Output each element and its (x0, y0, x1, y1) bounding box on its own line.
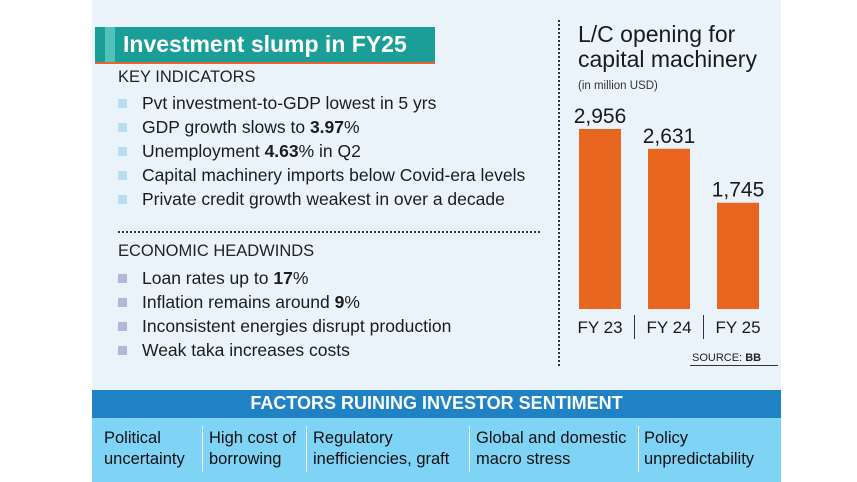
factor-separator (469, 426, 470, 472)
chart-title: L/C opening for capital machinery (578, 22, 757, 72)
factor-regulatory: Regulatory inefficiencies, graft (313, 429, 450, 468)
bar-fy-23 (579, 129, 621, 309)
factor-separator (306, 426, 307, 472)
bar-value-label: 2,956 (574, 105, 627, 128)
factors-header: FACTORS RUINING INVESTOR SENTIMENT (92, 390, 781, 418)
factor-macro-stress: Global and domestic macro stress (476, 429, 627, 468)
column-divider (558, 20, 560, 366)
bar-fy-25 (717, 202, 759, 309)
factor-borrowing-cost: High cost of borrowing (209, 429, 297, 468)
key-indicator-item: GDP growth slows to 3.97% (118, 115, 525, 139)
bullet-icon (118, 322, 127, 331)
key-indicator-item: Pvt investment-to-GDP lowest in 5 yrs (118, 91, 525, 115)
x-tick-label: FY 25 (715, 318, 760, 337)
bullet-icon (118, 195, 127, 204)
bar-chart: 2,956 FY 23 2,631 FY 24 1,745 FY 25 (574, 105, 765, 339)
title-accent (105, 27, 115, 63)
chart-title-line: capital machinery (578, 46, 757, 72)
bullet-icon (118, 298, 127, 307)
page-title: Investment slump in FY25 (123, 31, 407, 57)
bullet-icon (118, 346, 127, 355)
source-note: SOURCE: BB (692, 352, 762, 364)
chart-unit-label: (in million USD) (578, 80, 658, 92)
headwinds-heading: ECONOMIC HEADWINDS (118, 242, 315, 260)
factor-policy: Policy unpredictability (644, 429, 755, 468)
x-tick-label: FY 23 (577, 318, 622, 337)
title-banner: Investment slump in FY25 (95, 27, 435, 63)
bullet-icon (118, 99, 127, 108)
section-divider (118, 231, 540, 233)
source-underline (690, 365, 778, 366)
bullet-icon (118, 171, 127, 180)
bullet-icon (118, 147, 127, 156)
headwind-item: Inflation remains around 9% (118, 290, 451, 314)
bar-fy-24 (648, 148, 690, 309)
headwind-item: Loan rates up to 17% (118, 266, 451, 290)
bar-value-label: 2,631 (643, 125, 696, 148)
factor-separator (638, 426, 639, 472)
title-underline (95, 62, 435, 64)
bullet-icon (118, 274, 127, 283)
key-indicators-heading: KEY INDICATORS (118, 68, 256, 86)
factor-political: Political uncertainty (104, 429, 185, 468)
factors-title: FACTORS RUINING INVESTOR SENTIMENT (250, 393, 623, 413)
key-indicator-item: Capital machinery imports below Covid-er… (118, 163, 525, 187)
headwinds-list: Loan rates up to 17% Inflation remains a… (118, 266, 451, 362)
factor-separator (202, 426, 203, 472)
factors-row: Political uncertainty High cost of borrowi… (92, 418, 781, 482)
headwind-item: Weak taka increases costs (118, 338, 451, 362)
bar-value-label: 1,745 (712, 179, 765, 202)
headwind-item: Inconsistent energies disrupt production (118, 314, 451, 338)
key-indicator-item: Private credit growth weakest in over a … (118, 187, 525, 211)
key-indicators-list: Pvt investment-to-GDP lowest in 5 yrs GD… (118, 91, 525, 211)
key-indicator-item: Unemployment 4.63% in Q2 (118, 139, 525, 163)
bullet-icon (118, 123, 127, 132)
x-tick-label: FY 24 (646, 318, 691, 337)
chart-title-line: L/C opening for (578, 21, 736, 47)
